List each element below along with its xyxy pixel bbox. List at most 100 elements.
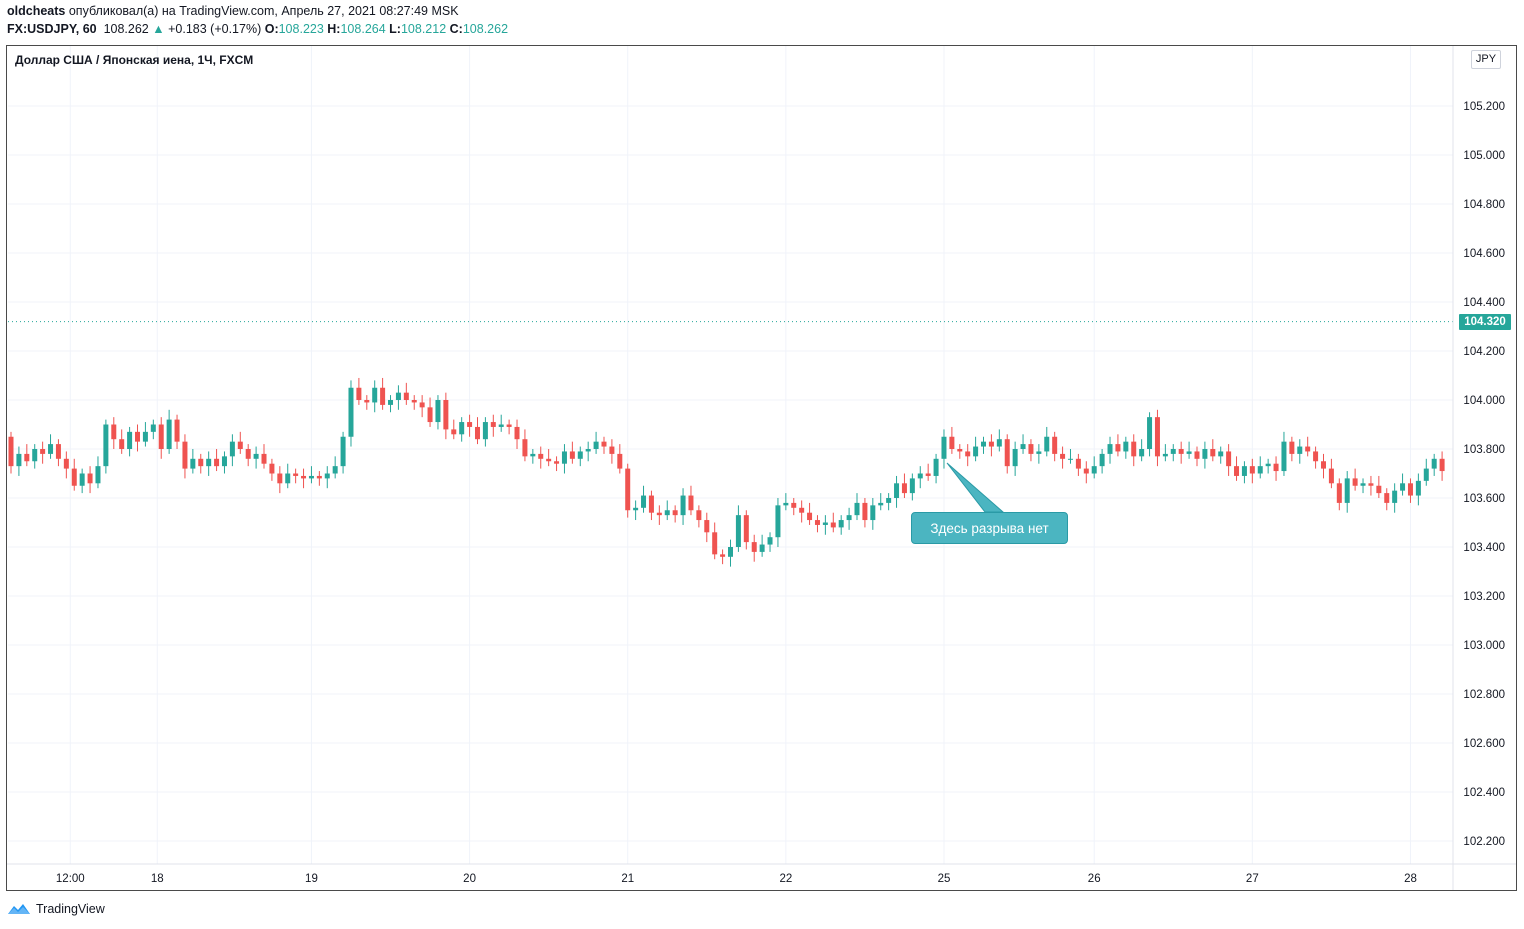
candle: [158, 417, 164, 459]
candle-body: [538, 453, 544, 459]
candle: [206, 451, 212, 476]
candle-body: [1052, 436, 1058, 454]
candle-body: [150, 424, 156, 432]
candle: [48, 434, 54, 459]
candle: [751, 534, 757, 562]
candle-body: [48, 444, 54, 454]
candle-body: [870, 505, 876, 521]
candle: [474, 417, 480, 445]
candle-body: [1360, 483, 1366, 486]
candle-body: [925, 473, 931, 476]
candle-body: [712, 532, 718, 555]
candle: [1415, 473, 1421, 506]
candle-body: [427, 407, 433, 423]
candle-body: [514, 426, 520, 440]
high-label: H:: [327, 22, 341, 36]
candle-body: [1131, 441, 1137, 457]
candle: [316, 471, 322, 486]
annotation-callout[interactable]: Здесь разрыва нет: [911, 512, 1068, 544]
candle-body: [759, 544, 765, 552]
candle-body: [1234, 466, 1240, 476]
change-arrow-icon: ▲: [152, 22, 165, 36]
candle-body: [1218, 451, 1224, 457]
candle-body: [1328, 468, 1334, 484]
candle: [664, 500, 670, 521]
candle-body: [277, 473, 283, 484]
candle: [1091, 456, 1097, 479]
candle-body: [190, 458, 196, 469]
candle-body: [451, 429, 457, 435]
candle: [1107, 436, 1113, 464]
candle: [1226, 444, 1232, 476]
candle-body: [680, 495, 686, 516]
candle-body: [601, 441, 607, 447]
candle-body: [127, 431, 133, 449]
candle: [324, 466, 330, 489]
candle-body: [1036, 451, 1042, 454]
candle: [696, 505, 702, 528]
candle-body: [585, 449, 591, 452]
candle-body: [767, 537, 773, 545]
close-value: 108.262: [462, 22, 509, 36]
candle: [743, 510, 749, 550]
author-name[interactable]: oldcheats: [7, 4, 66, 18]
candle-body: [751, 542, 757, 552]
candle: [459, 417, 465, 442]
candle: [24, 444, 30, 467]
candle-body: [1368, 483, 1374, 486]
candle-body: [1154, 417, 1160, 457]
candle: [1241, 461, 1247, 484]
candle: [1344, 471, 1350, 513]
candle: [1186, 441, 1192, 459]
price-tick-label: 103.400: [1463, 542, 1505, 554]
candle: [8, 431, 14, 474]
candle-body: [459, 422, 465, 435]
candle: [356, 377, 362, 405]
candle-body: [965, 451, 971, 457]
close-label: C:: [449, 22, 463, 36]
candles-layer: [8, 321, 1453, 567]
candle: [490, 414, 496, 437]
footer-brand[interactable]: TradingView: [7, 902, 105, 916]
candle-body: [301, 475, 307, 479]
candle: [728, 539, 733, 567]
candle: [380, 377, 386, 410]
time-tick-label: 25: [938, 873, 951, 885]
candle: [862, 498, 868, 528]
candle: [767, 532, 773, 552]
candle: [1067, 449, 1073, 464]
last-price: 108.262: [103, 22, 149, 36]
candle-body: [245, 449, 251, 459]
candle-body: [720, 554, 726, 557]
candle: [1407, 478, 1413, 503]
candle: [1004, 434, 1010, 474]
candle: [1257, 456, 1263, 479]
candle-body: [1392, 490, 1398, 503]
candle-body: [206, 458, 212, 467]
price-tick-label: 102.200: [1463, 836, 1505, 848]
price-tick-label: 102.400: [1463, 787, 1505, 799]
candle: [308, 466, 314, 484]
candle: [1431, 453, 1437, 476]
candle: [1020, 434, 1026, 454]
publish-info: опубликовал(а) на TradingView.com, Апрел…: [68, 4, 459, 18]
candle: [759, 534, 765, 557]
candle: [1273, 456, 1279, 481]
candle: [1028, 439, 1034, 462]
candle: [16, 446, 22, 476]
currency-badge[interactable]: JPY: [1471, 50, 1501, 69]
candle-body: [1257, 466, 1263, 474]
candle-body: [664, 510, 670, 516]
candle-body: [1044, 436, 1050, 452]
candle-body: [87, 473, 93, 484]
candle: [949, 426, 955, 454]
candle: [1289, 436, 1295, 462]
candle: [1234, 456, 1240, 481]
candle-body: [372, 387, 378, 403]
candle-body: [388, 400, 394, 405]
candle-body: [253, 453, 259, 459]
candle: [807, 502, 813, 525]
candle: [277, 466, 283, 494]
candle-body: [561, 451, 567, 464]
